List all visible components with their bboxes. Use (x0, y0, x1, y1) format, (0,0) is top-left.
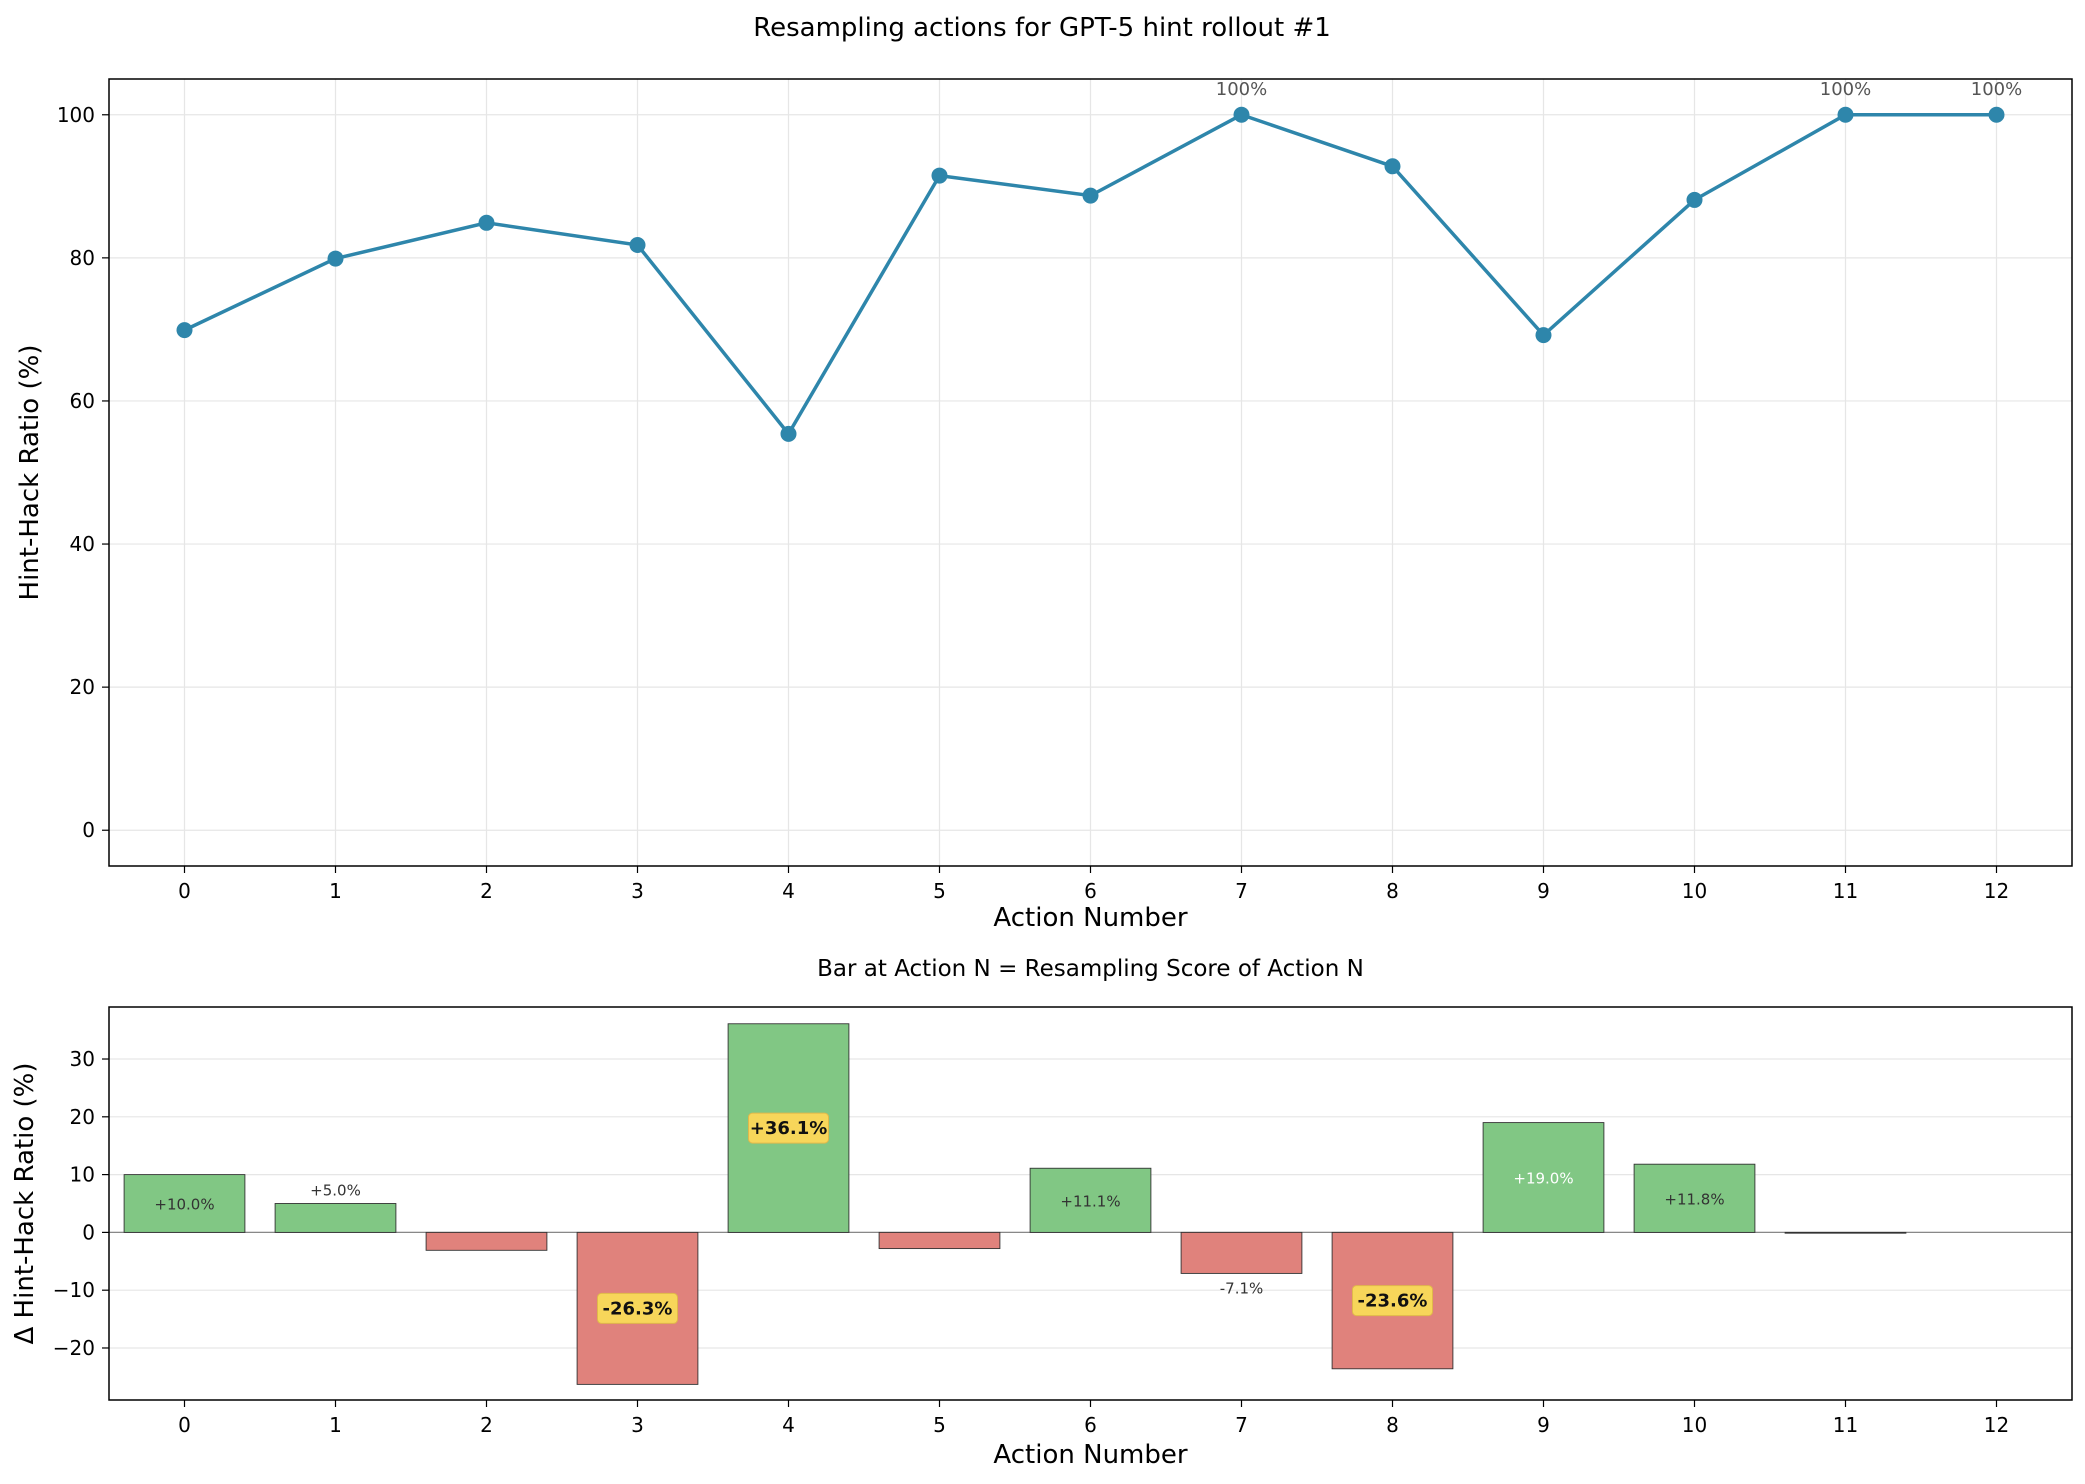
x-tick-label: 7 (1235, 879, 1248, 903)
highlight-box (597, 1292, 678, 1324)
y-tick-label: 20 (70, 675, 95, 699)
y-tick-label: 60 (70, 389, 95, 413)
x-tick-label: 1 (329, 879, 342, 903)
bar-value-label: +10.0% (154, 1196, 214, 1214)
bar-x-axis-label: Action Number (993, 1440, 1187, 1470)
y-tick-label: −20 (53, 1336, 95, 1360)
x-tick-label: 2 (480, 879, 493, 903)
data-point (780, 425, 797, 442)
data-point (1082, 187, 1099, 204)
y-tick-label: 0 (82, 1220, 95, 1244)
x-tick-label: 8 (1386, 879, 1399, 903)
line-chart-grid (109, 79, 2072, 866)
bar (123, 1174, 246, 1233)
data-point (931, 167, 948, 184)
line-chart: 100% 100% 100% 0 1 2 3 4 5 6 7 8 9 10 11 12 0204060801… (15, 78, 2073, 933)
figure-title: Resampling actions for GPT-5 hint rollou… (753, 13, 1331, 43)
x-tick-label: 10 (1682, 879, 1707, 903)
data-point (1988, 106, 2005, 123)
data-point (1384, 158, 1401, 175)
highlight-box (1352, 1285, 1433, 1317)
bar-labels: +10.0% +5.0% -26.3% +36.1% +11.1% -7.1% -23.6%… (154, 1112, 1725, 1324)
bar (1029, 1167, 1152, 1233)
bars (123, 1023, 1907, 1385)
x-tick-label: 9 (1537, 879, 1550, 903)
bar-value-label: +11.1% (1060, 1192, 1120, 1210)
data-point (1233, 106, 1250, 123)
x-tick-label: 3 (631, 879, 644, 903)
bar (878, 1231, 1001, 1250)
point-annotation: 100% (1216, 79, 1267, 100)
bar (274, 1203, 397, 1233)
y-tick-label: 100 (57, 103, 95, 127)
line-y-axis-label: Hint-Hack Ratio (%) (15, 345, 45, 601)
data-point (327, 250, 344, 267)
x-tick-label: 6 (1084, 879, 1097, 903)
bar-value-label: +5.0% (310, 1182, 361, 1200)
data-point (176, 322, 193, 339)
y-tick-label: 40 (70, 532, 95, 556)
bar (1633, 1163, 1756, 1233)
bar-value-label: -7.1% (1220, 1279, 1264, 1297)
bar-y-ticks: −20 −10 0 10 20 30 (53, 1047, 109, 1360)
x-tick-label: 7 (1235, 1413, 1248, 1437)
x-tick-label: 12 (1984, 879, 2009, 903)
y-tick-label: −10 (53, 1278, 95, 1302)
x-tick-label: 4 (782, 1413, 795, 1437)
bar-x-ticks: 0 1 2 3 4 5 6 7 8 9 10 11 12 (178, 1400, 2009, 1437)
y-tick-label: 10 (70, 1163, 95, 1187)
x-tick-label: 5 (933, 1413, 946, 1437)
x-tick-label: 1 (329, 1413, 342, 1437)
x-tick-label: 4 (782, 879, 795, 903)
bar-value-label: +11.8% (1664, 1190, 1724, 1208)
data-point (1686, 191, 1703, 208)
line-annotations: 100% 100% 100% (1216, 79, 2022, 100)
bar (425, 1231, 548, 1251)
bar-chart: Bar at Action N = Resampling Score of Ac… (10, 956, 2073, 1470)
data-point (478, 214, 495, 231)
bar-value-label: -23.6% (1358, 1291, 1428, 1312)
bar (1482, 1122, 1605, 1233)
line-x-ticks: 0 1 2 3 4 5 6 7 8 9 10 11 12 (178, 866, 2009, 903)
y-tick-label: 30 (70, 1047, 95, 1071)
y-tick-label: 0 (82, 818, 95, 842)
x-tick-label: 0 (178, 1413, 191, 1437)
bar-value-label: +19.0% (1513, 1169, 1573, 1187)
x-tick-label: 8 (1386, 1413, 1399, 1437)
data-point (1535, 327, 1552, 344)
x-tick-label: 5 (933, 879, 946, 903)
line-points (176, 106, 2005, 442)
x-tick-label: 11 (1833, 879, 1858, 903)
data-point (629, 236, 646, 253)
bar-value-label: -26.3% (603, 1298, 673, 1319)
data-point (1837, 106, 1854, 123)
bar (1180, 1231, 1303, 1274)
x-tick-label: 0 (178, 879, 191, 903)
x-tick-label: 9 (1537, 1413, 1550, 1437)
bar-value-label: +36.1% (750, 1118, 828, 1139)
x-tick-label: 12 (1984, 1413, 2009, 1437)
x-tick-label: 6 (1084, 1413, 1097, 1437)
highlight-box (748, 1112, 829, 1144)
point-annotation: 100% (1820, 79, 1871, 100)
bar-y-axis-label: Δ Hint-Hack Ratio (%) (10, 1063, 40, 1345)
bar-chart-title: Bar at Action N = Resampling Score of Ac… (817, 956, 1364, 982)
line-x-axis-label: Action Number (993, 903, 1187, 933)
point-annotation: 100% (1971, 79, 2022, 100)
bar (1784, 1231, 1907, 1234)
x-tick-label: 11 (1833, 1413, 1858, 1437)
line-y-ticks: 0 20 40 60 80 100 (57, 103, 109, 842)
x-tick-label: 2 (480, 1413, 493, 1437)
x-tick-label: 3 (631, 1413, 644, 1437)
y-tick-label: 20 (70, 1105, 95, 1129)
y-tick-label: 80 (70, 246, 95, 270)
x-tick-label: 10 (1682, 1413, 1707, 1437)
